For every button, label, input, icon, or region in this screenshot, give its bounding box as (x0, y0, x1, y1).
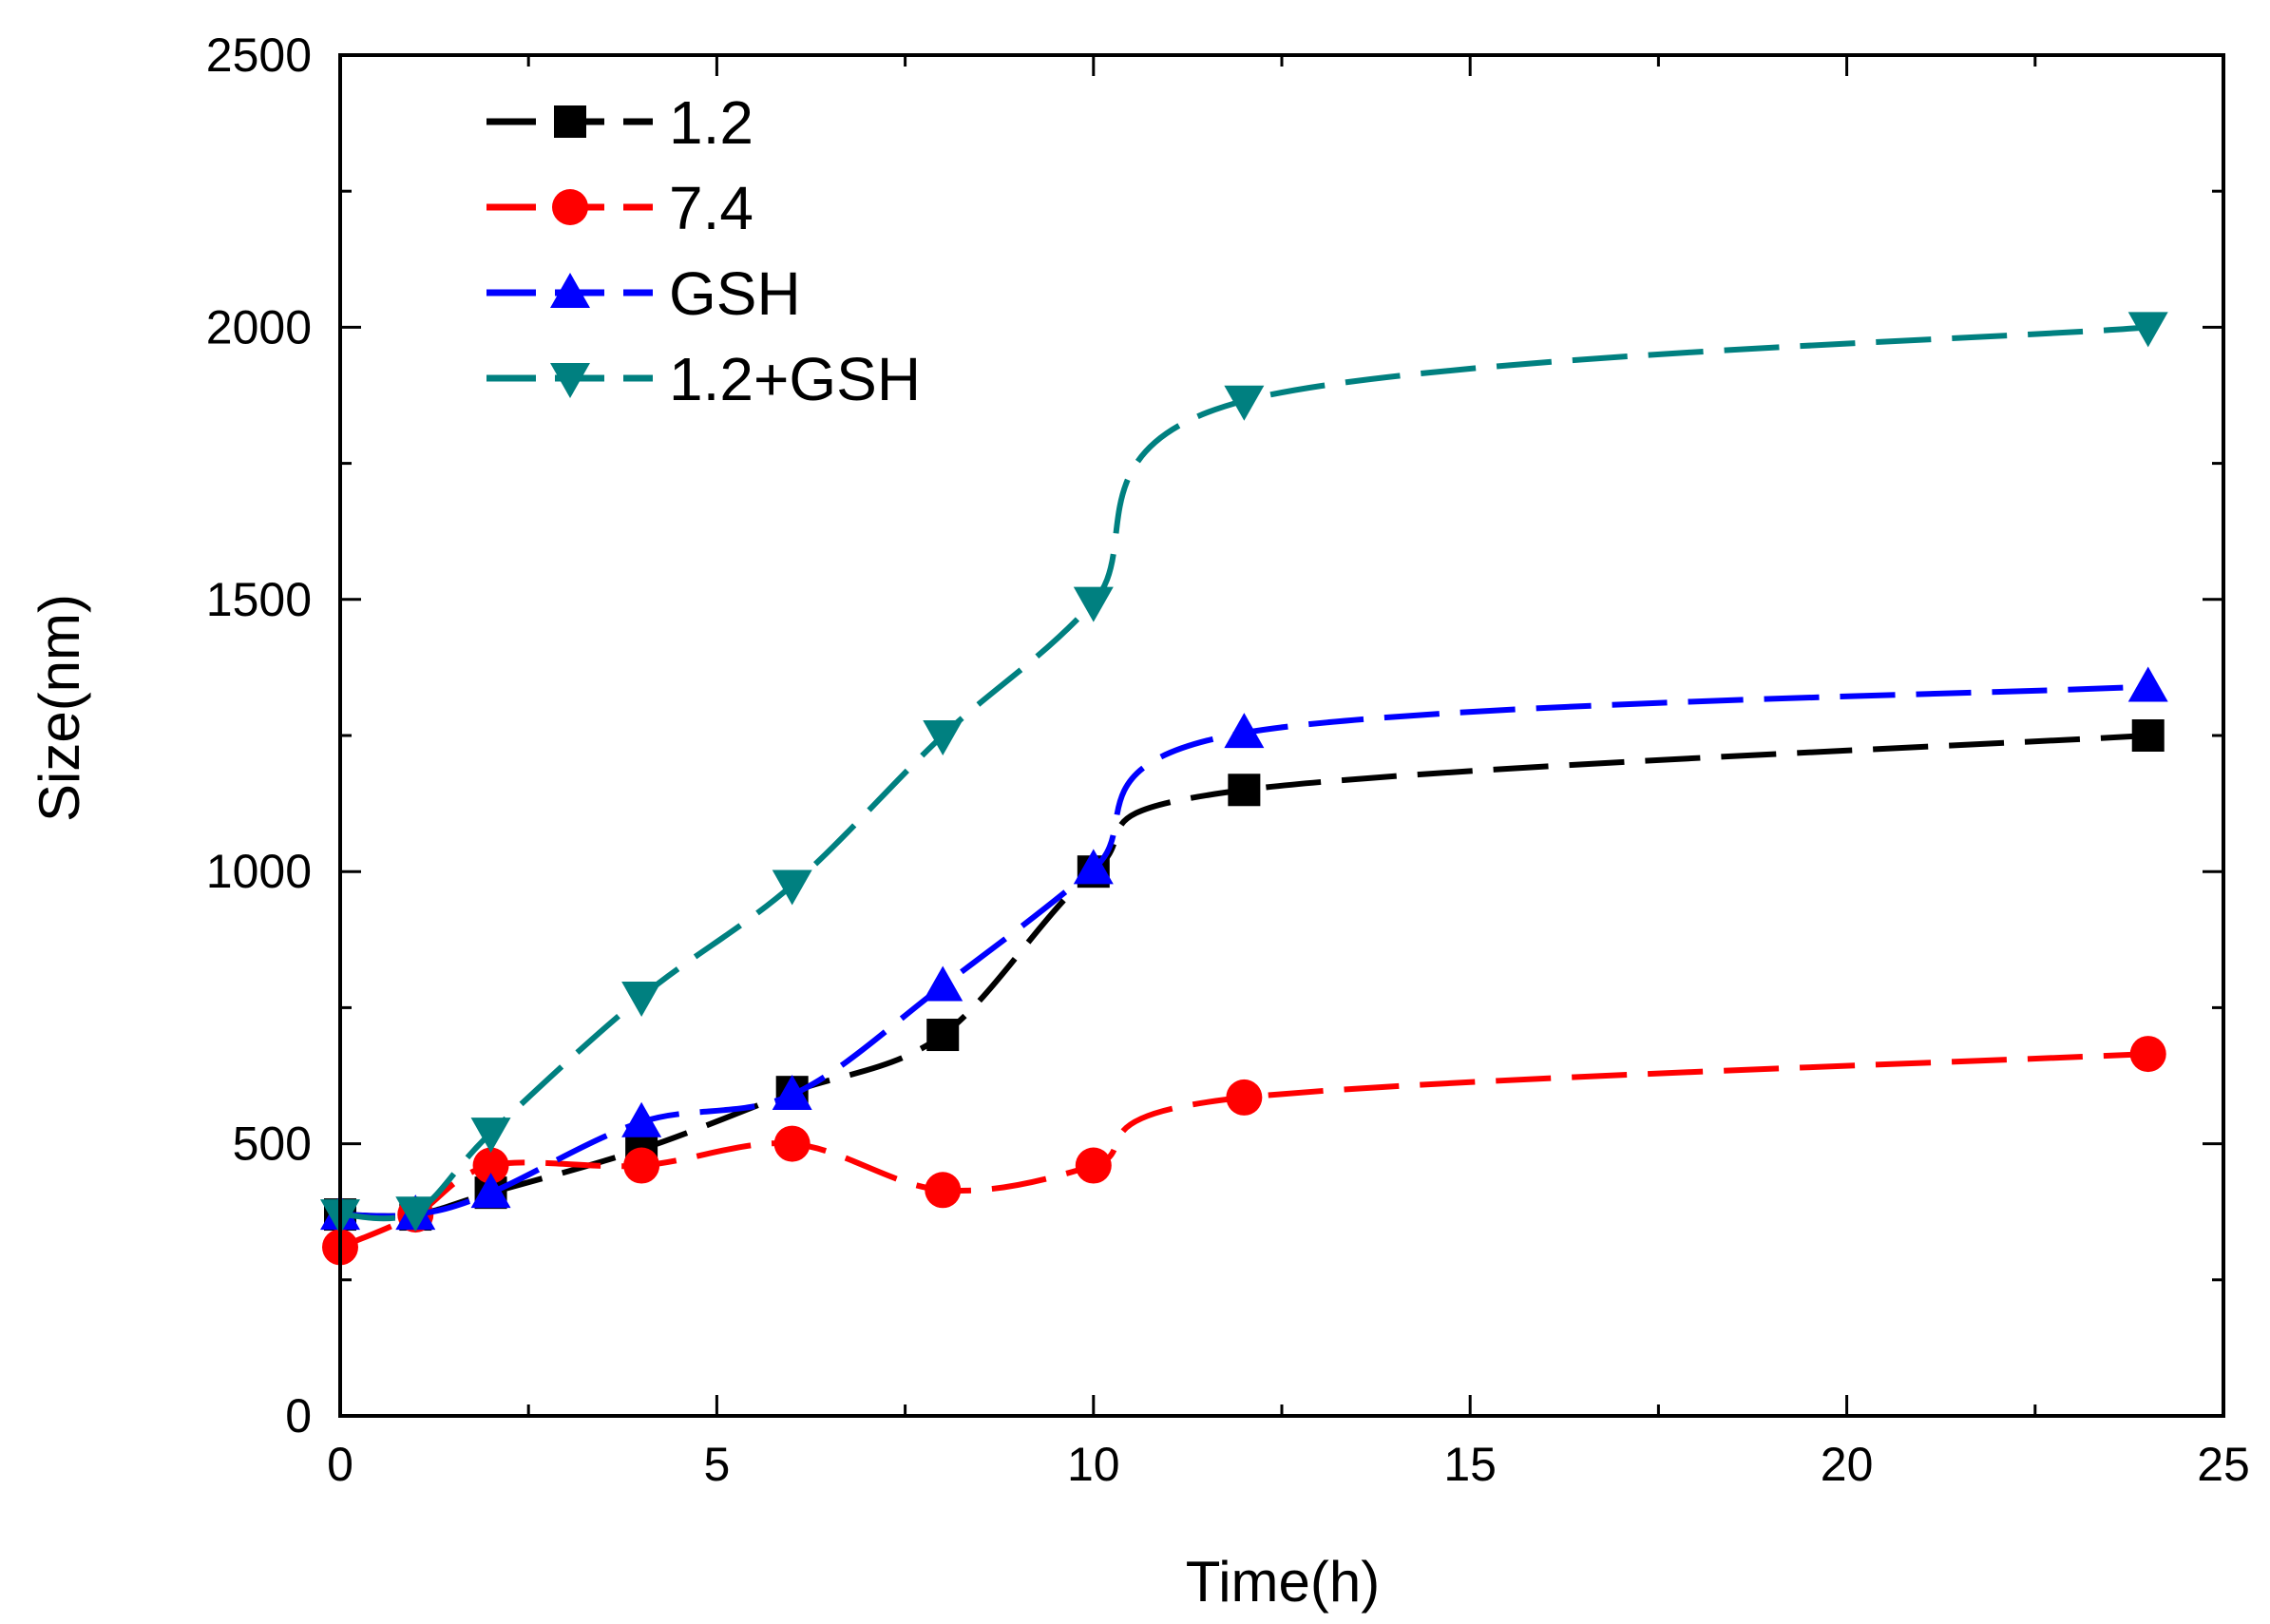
legend-item-1.2+GSH: 1.2+GSH (486, 345, 921, 413)
point-1.2+GSH-t6 (772, 869, 812, 906)
point-GSH-t4 (621, 1101, 662, 1137)
point-1.2+GSH-t12 (1224, 385, 1265, 421)
y-axis-title: Size(nm) (28, 594, 91, 822)
legend-item-7.4: 7.4 (486, 174, 753, 242)
point-7.4-t24 (2129, 1036, 2166, 1073)
series-1.2 (324, 719, 2165, 1232)
legend: 1.2 7.4 GSH 1.2+GSH (486, 88, 921, 413)
point-1.2+GSH-t2 (470, 1118, 511, 1154)
x-axis-title: Time(h) (1186, 1550, 1380, 1614)
y-tick-label-500: 500 (233, 1118, 312, 1171)
point-GSH-t24 (2127, 666, 2168, 702)
x-tick-label-10: 10 (1067, 1438, 1120, 1491)
point-7.4-t10 (1075, 1147, 1112, 1184)
point-GSH-t12 (1224, 713, 1265, 749)
y-tick-label-2500: 2500 (206, 29, 312, 82)
axes: 0 5 10 15 20 25 0 500 1000 1500 2000 2500 (206, 29, 2250, 1491)
legend-item-GSH: GSH (486, 259, 801, 328)
legend-label-1.2+GSH: 1.2+GSH (669, 345, 921, 413)
point-1.2+GSH-t1 (395, 1196, 436, 1232)
y-tick-label-2000: 2000 (206, 300, 312, 353)
series-line-1.2 (339, 733, 2148, 1219)
legend-label-7.4: 7.4 (669, 174, 753, 242)
point-7.4-t12 (1226, 1079, 1263, 1116)
point-1.2-t8 (926, 1019, 960, 1052)
y-tick-label-1000: 1000 (206, 845, 312, 898)
point-7.4-t2 (472, 1147, 509, 1184)
point-1.2+GSH-t10 (1073, 586, 1114, 622)
legend-marker-GSH (550, 273, 590, 308)
plot-area (320, 312, 2168, 1266)
y-tick-label-0: 0 (285, 1389, 312, 1442)
point-GSH-t6 (772, 1075, 812, 1111)
legend-marker-1.2+GSH (550, 363, 590, 398)
point-1.2-t12 (1228, 774, 1261, 807)
x-tick-label-5: 5 (703, 1438, 730, 1491)
point-1.2+GSH-t8 (923, 720, 963, 755)
x-tick-label-15: 15 (1443, 1438, 1497, 1491)
legend-marker-1.2 (554, 105, 586, 138)
x-tick-label-20: 20 (1821, 1438, 1874, 1491)
point-1.2+GSH-t4 (621, 981, 662, 1017)
x-tick-label-25: 25 (2197, 1438, 2250, 1491)
point-7.4-t8 (925, 1172, 962, 1209)
point-GSH-t8 (923, 965, 963, 1002)
series-line-GSH (339, 683, 2148, 1219)
series-7.4 (322, 1036, 2166, 1266)
series-1.2+GSH (320, 312, 2168, 1235)
point-7.4-t4 (623, 1147, 660, 1184)
axes-frame (338, 53, 2225, 1418)
point-GSH-t10 (1073, 849, 1114, 885)
x-tick-label-0: 0 (327, 1438, 353, 1491)
point-GSH-t2 (470, 1173, 511, 1209)
legend-marker-7.4 (552, 189, 588, 225)
point-1.2+GSH-t24 (2127, 312, 2168, 348)
legend-item-1.2: 1.2 (486, 88, 753, 157)
legend-label-GSH: GSH (669, 259, 801, 328)
point-7.4-t6 (773, 1125, 811, 1162)
y-tick-label-1500: 1500 (206, 573, 312, 626)
point-1.2-t24 (2131, 719, 2165, 752)
series-GSH (320, 666, 2168, 1231)
legend-label-1.2: 1.2 (669, 88, 753, 157)
